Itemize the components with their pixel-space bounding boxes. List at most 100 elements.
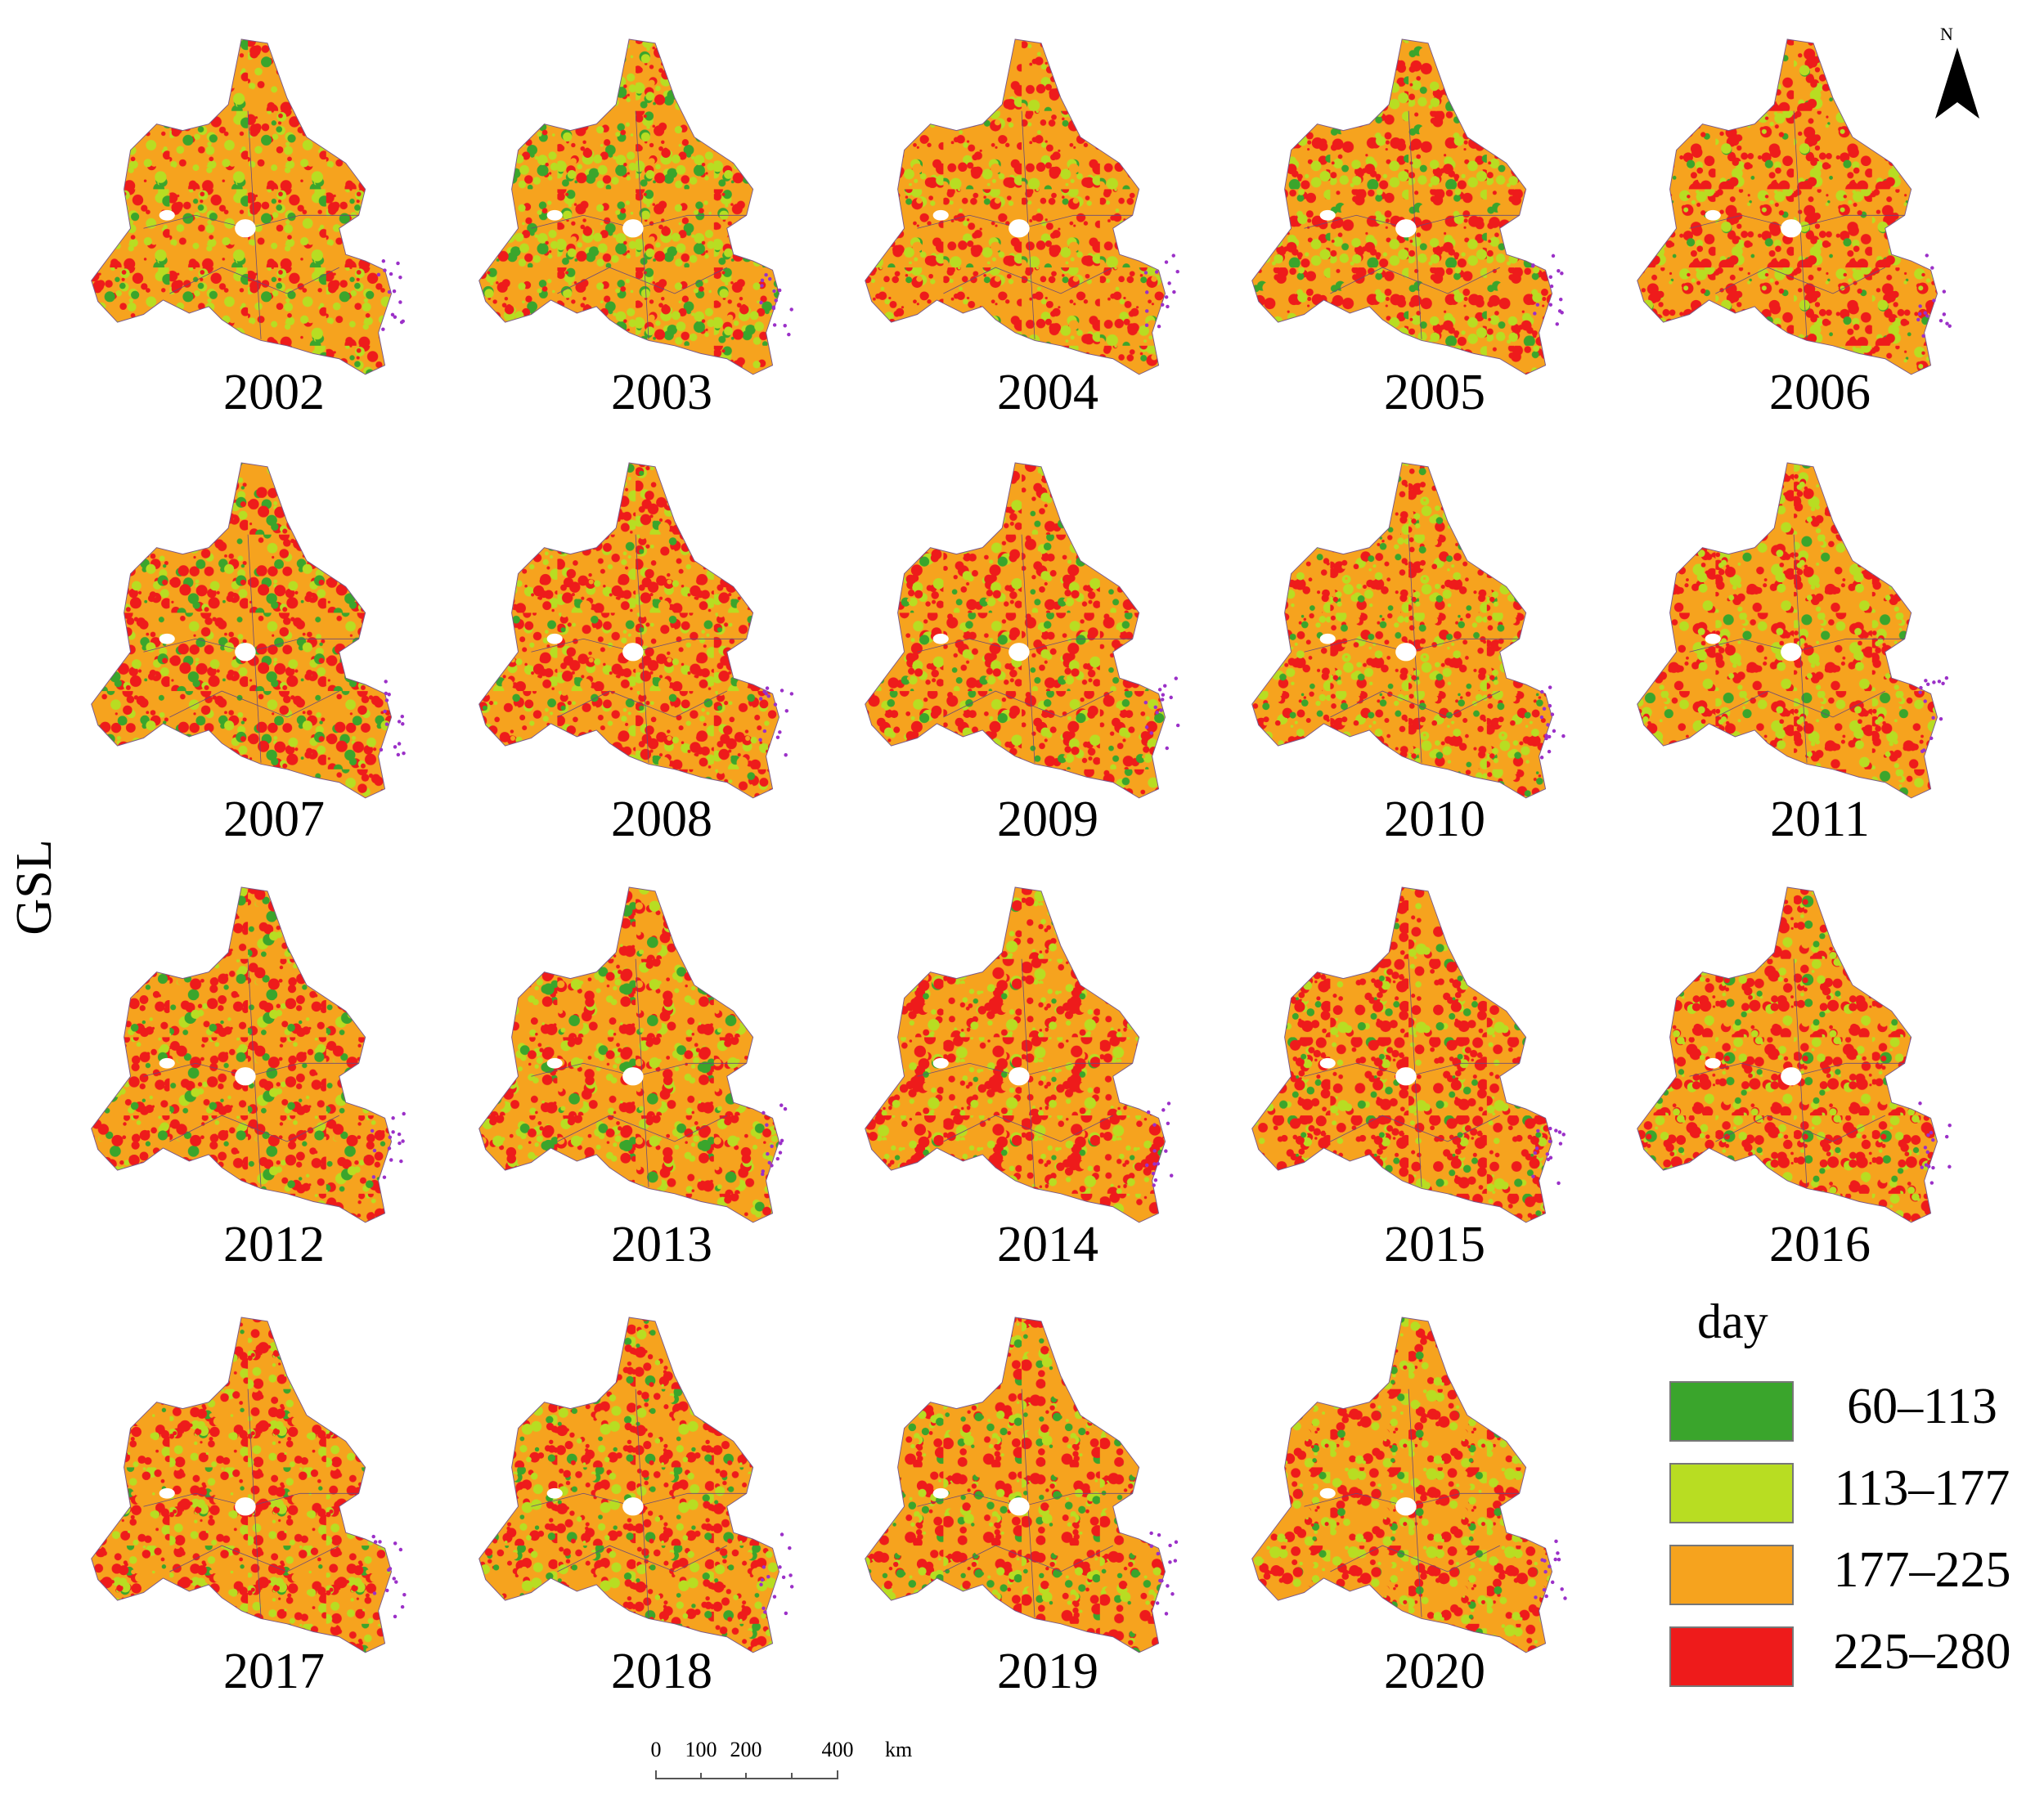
scale-label: 0 — [651, 1738, 662, 1761]
island — [392, 1577, 396, 1581]
island — [1172, 289, 1176, 294]
island — [778, 1565, 782, 1569]
island — [1557, 1130, 1562, 1134]
island — [1930, 266, 1934, 270]
island — [1542, 1587, 1547, 1592]
island — [1916, 317, 1920, 322]
island — [1557, 269, 1561, 273]
island — [771, 305, 776, 309]
legend-label: 113–177 — [1835, 1460, 2010, 1516]
island — [1543, 1569, 1548, 1574]
island — [1924, 679, 1928, 683]
island — [1931, 1165, 1935, 1170]
north-label: N — [1940, 24, 1953, 44]
island — [391, 1130, 395, 1134]
island — [1548, 685, 1552, 689]
lake — [159, 1057, 175, 1069]
year-label: 2015 — [1384, 1217, 1485, 1272]
island — [1919, 685, 1923, 690]
island — [1929, 736, 1934, 741]
year-label: 2018 — [611, 1644, 712, 1699]
island — [789, 1585, 794, 1589]
island — [390, 312, 395, 317]
island — [1157, 1532, 1161, 1537]
island — [1149, 1531, 1153, 1536]
island — [382, 1175, 387, 1179]
lake — [235, 219, 256, 238]
island — [399, 320, 404, 325]
island — [1558, 1142, 1563, 1146]
island — [762, 689, 766, 693]
island — [1548, 1139, 1552, 1144]
year-label: 2008 — [611, 792, 712, 847]
island — [392, 289, 397, 294]
island — [1553, 1557, 1557, 1562]
island — [1167, 281, 1171, 285]
island — [1540, 1558, 1544, 1562]
island — [761, 1110, 766, 1115]
island — [784, 709, 789, 713]
island — [1944, 1134, 1949, 1139]
island — [1152, 1123, 1157, 1127]
lake — [1319, 1057, 1336, 1069]
map-panel — [1251, 38, 1564, 375]
island — [1160, 698, 1165, 702]
lake — [1395, 1067, 1417, 1086]
lake — [235, 643, 256, 662]
island — [1168, 1560, 1172, 1564]
island — [1174, 1540, 1179, 1545]
island — [1166, 1101, 1171, 1106]
year-label: 2007 — [223, 792, 325, 847]
map-panel — [478, 38, 793, 375]
island — [1166, 1121, 1170, 1126]
island — [383, 709, 387, 714]
lake — [1319, 633, 1336, 644]
lake — [1009, 1067, 1030, 1086]
map-region — [90, 886, 393, 1223]
island — [399, 1159, 403, 1164]
island — [1153, 1178, 1158, 1182]
island — [766, 694, 771, 698]
lake — [1705, 633, 1721, 644]
island — [400, 1604, 405, 1609]
legend-swatch — [1669, 1381, 1794, 1442]
lake — [546, 1057, 563, 1069]
legend-label: 225–280 — [1834, 1624, 2011, 1680]
map-panel — [90, 886, 406, 1223]
island — [789, 692, 794, 696]
map-region — [478, 1317, 780, 1653]
lake — [1009, 1497, 1030, 1516]
island — [1544, 736, 1548, 741]
island — [400, 714, 405, 719]
island — [784, 1611, 788, 1616]
map-panel — [864, 462, 1180, 799]
scale-bar: km 0 100 200 400 — [651, 1738, 912, 1779]
lake — [622, 1067, 644, 1086]
lake — [932, 633, 949, 644]
island — [1925, 253, 1929, 258]
island — [1922, 748, 1926, 752]
island — [1932, 298, 1936, 303]
island — [772, 323, 777, 327]
lake — [235, 1067, 256, 1086]
island — [1925, 682, 1930, 687]
island — [1548, 1564, 1552, 1568]
map-region — [478, 38, 780, 375]
map-panel — [1251, 462, 1566, 799]
year-label: 2020 — [1384, 1644, 1485, 1699]
island — [1155, 1601, 1160, 1605]
island — [397, 742, 402, 746]
island — [1938, 318, 1943, 323]
map-region — [1251, 38, 1553, 375]
legend-title: day — [1697, 1294, 1768, 1348]
island — [763, 1610, 767, 1614]
island — [1162, 684, 1167, 688]
map-region — [864, 1317, 1166, 1653]
year-label: 2004 — [997, 365, 1098, 420]
island — [1551, 253, 1556, 258]
island — [1947, 1123, 1952, 1128]
island — [384, 691, 389, 696]
island — [783, 1106, 788, 1111]
scale-label: 400 — [822, 1738, 854, 1761]
island — [778, 1151, 783, 1155]
